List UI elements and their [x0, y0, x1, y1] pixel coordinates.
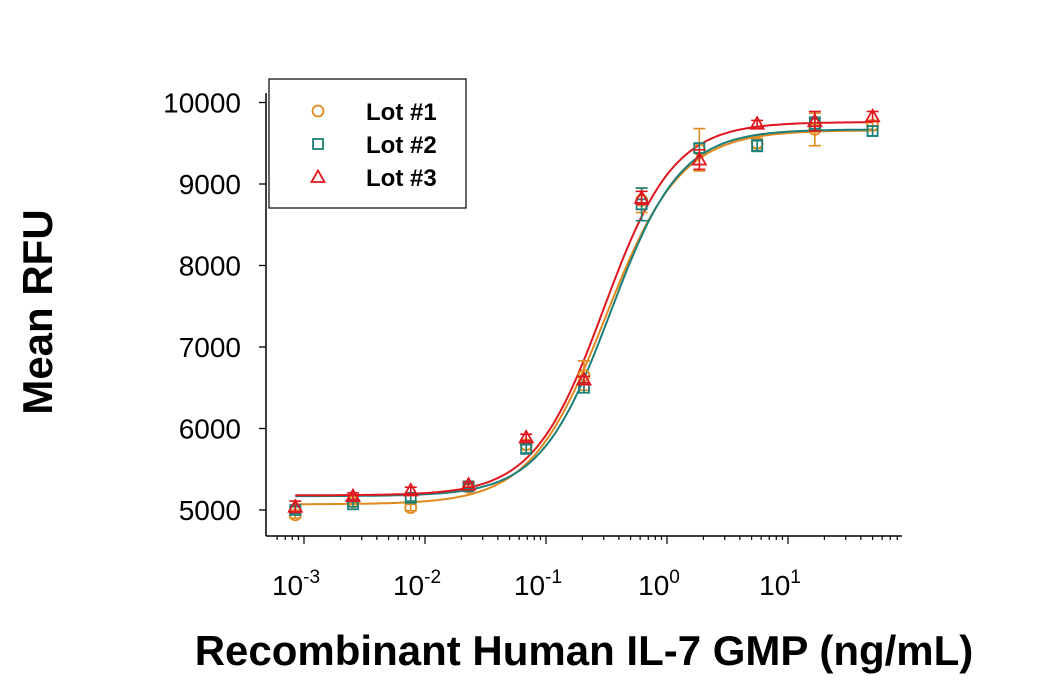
x-tick-label: 10-3 [272, 567, 320, 601]
x-tick-label: 101 [759, 567, 801, 601]
x-tick-label: 10-2 [393, 567, 441, 601]
data-point-triangle [460, 476, 477, 491]
legend-label: Lot #2 [366, 132, 437, 159]
data-point-square [751, 139, 764, 152]
data-point-triangle [864, 108, 881, 123]
x-tick-base: 10 [514, 570, 545, 601]
x-tick-label: 10-1 [514, 567, 562, 601]
legend-box [268, 78, 467, 209]
data-point-triangle [344, 487, 362, 503]
x-tick-base: 10 [638, 570, 669, 601]
y-ticks: 5000 6000 7000 8000 9000 10000 [163, 88, 266, 526]
x-tick-label: 100 [638, 567, 680, 601]
y-tick-label: 6000 [179, 414, 241, 445]
data-point-triangle [633, 189, 650, 204]
data-point-triangle [287, 498, 304, 513]
x-tick-exponent: 1 [790, 567, 801, 588]
data-point-triangle [518, 429, 535, 444]
y-tick-label: 7000 [179, 332, 241, 363]
x-tick-exponent: -2 [424, 567, 441, 588]
legend-marker-square [312, 138, 324, 150]
y-tick-label: 10000 [163, 88, 241, 119]
data-point-triangle [691, 151, 708, 166]
x-tick-base: 10 [759, 570, 790, 601]
x-tick-base: 10 [393, 570, 424, 601]
data-point-triangle [749, 115, 766, 130]
y-axis-title: Mean RFU [14, 209, 61, 414]
data-point-triangle [575, 371, 593, 386]
legend-marker-triangle [309, 168, 327, 183]
y-tick-label: 8000 [179, 251, 241, 282]
x-tick-exponent: -3 [303, 567, 320, 588]
data-point-triangle [402, 482, 419, 497]
legend-label: Lot #1 [366, 99, 437, 126]
legend-label: Lot #3 [366, 165, 437, 192]
data-point-square [866, 125, 879, 137]
x-axis-title: Recombinant Human IL-7 GMP (ng/mL) [195, 627, 974, 674]
data-point-triangle [806, 112, 823, 128]
legend: Lot #1 Lot #2 Lot #3 [268, 78, 467, 209]
legend-marker-circle [311, 104, 325, 118]
axes [265, 93, 902, 537]
x-ticks: 10-3 10-2 10-1 100 101 [272, 536, 898, 601]
x-tick-exponent: -1 [545, 567, 562, 588]
x-tick-base: 10 [272, 570, 303, 601]
data-points [287, 108, 881, 522]
x-tick-exponent: 0 [669, 567, 680, 588]
y-tick-label: 5000 [179, 495, 241, 526]
data-point-square [520, 442, 533, 455]
y-tick-label: 9000 [179, 169, 241, 200]
